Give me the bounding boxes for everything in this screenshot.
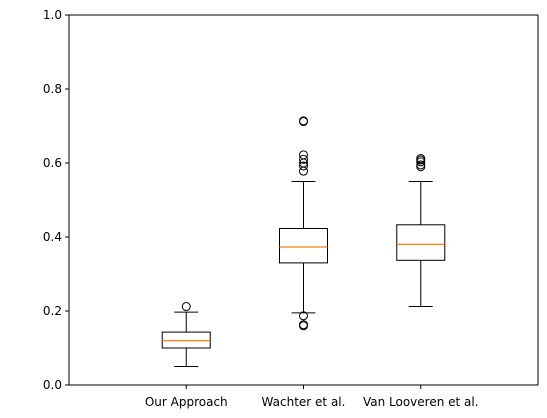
box-0: [161, 302, 211, 367]
x-tick-label: Wachter et al.: [262, 395, 346, 409]
outlier-point: [416, 154, 426, 164]
outlier-point: [416, 160, 426, 170]
plot-frame: [68, 14, 539, 386]
iqr-box: [279, 227, 328, 264]
box-1: [279, 116, 328, 331]
outlier-point: [299, 311, 308, 321]
box-group: [161, 116, 446, 367]
outlier-point: [181, 302, 191, 312]
y-tick-label: 0.2: [43, 304, 62, 318]
y-axis: 0.0 0.2 0.4 0.6 0.8 1.0: [43, 8, 69, 392]
x-axis: Our Approach Wachter et al. Van Looveren e…: [145, 385, 479, 409]
y-tick-label: 0.0: [43, 378, 62, 392]
y-tick-label: 0.8: [43, 82, 62, 96]
box-2: [396, 154, 446, 308]
y-tick-label: 1.0: [43, 8, 62, 22]
iqr-box: [396, 224, 446, 261]
outlier-point: [299, 116, 308, 126]
outlier-point: [299, 150, 308, 160]
outlier-point: [299, 154, 308, 164]
y-tick-label: 0.6: [43, 156, 62, 170]
outlier-point: [299, 320, 308, 330]
outlier-point: [299, 161, 308, 171]
y-tick-label: 0.4: [43, 230, 62, 244]
x-tick-label: Van Looveren et al.: [363, 395, 479, 409]
x-tick-label: Our Approach: [145, 395, 228, 409]
